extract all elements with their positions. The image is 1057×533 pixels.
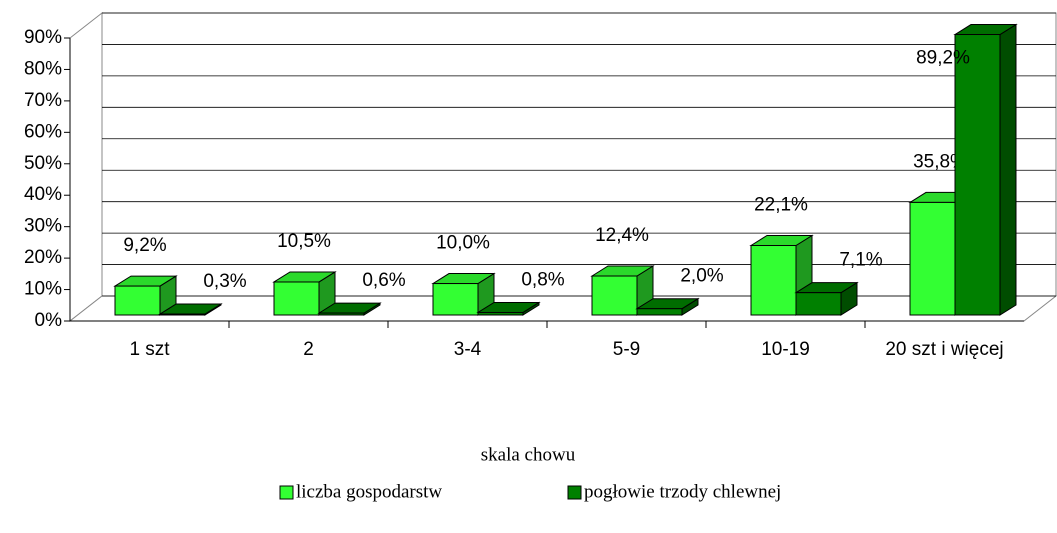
value-label: 0,3% [203,271,246,292]
y-tick-label: 80% [24,58,62,79]
value-label: 10,5% [277,231,331,252]
bar [750,245,797,316]
bar [795,292,842,316]
bar-side [999,23,1017,316]
y-tick-label: 70% [24,90,62,111]
value-label: 2,0% [680,266,723,287]
value-label: 9,2% [123,235,166,256]
bar [273,281,320,316]
y-tick-label: 40% [24,184,62,205]
value-label: 0,6% [362,270,405,291]
value-label: 35,8% [913,151,967,172]
value-label: 12,4% [595,225,649,246]
y-tick-label: 50% [24,153,62,174]
legend-label: liczba gospodarstw [296,481,442,502]
value-label: 0,8% [521,270,564,291]
value-label: 10,0% [436,233,490,254]
bar [954,34,1001,316]
legend-swatch [279,485,294,500]
x-axis-title: skala chowu [481,444,576,465]
y-tick-label: 60% [24,121,62,142]
x-tick-label: 5-9 [613,339,640,360]
x-tick-label: 1 szt [129,339,170,360]
floor [68,295,1057,322]
bar [591,275,638,316]
bar [636,308,683,316]
legend-swatch [567,485,582,500]
value-label: 7,1% [839,250,882,271]
bar [432,283,479,316]
x-tick-label: 3-4 [454,339,482,360]
y-tick-label: 10% [24,279,62,300]
y-tick-label: 30% [24,216,62,237]
x-tick-label: 2 [303,339,314,360]
y-tick-label: 90% [24,27,62,48]
side-wall [69,11,103,323]
bar [909,201,956,316]
x-tick-label: 10-19 [761,339,810,360]
bar [477,311,524,316]
bar [159,313,206,316]
bar [318,312,365,316]
value-label: 89,2% [916,48,970,69]
legend-label: pogłowie trzody chlewnej [584,481,781,502]
bar [114,285,161,316]
y-tick-label: 0% [35,310,63,331]
value-label: 22,1% [754,195,808,216]
y-tick-label: 20% [24,247,62,268]
x-tick-label: 20 szt i więcej [885,339,1003,360]
